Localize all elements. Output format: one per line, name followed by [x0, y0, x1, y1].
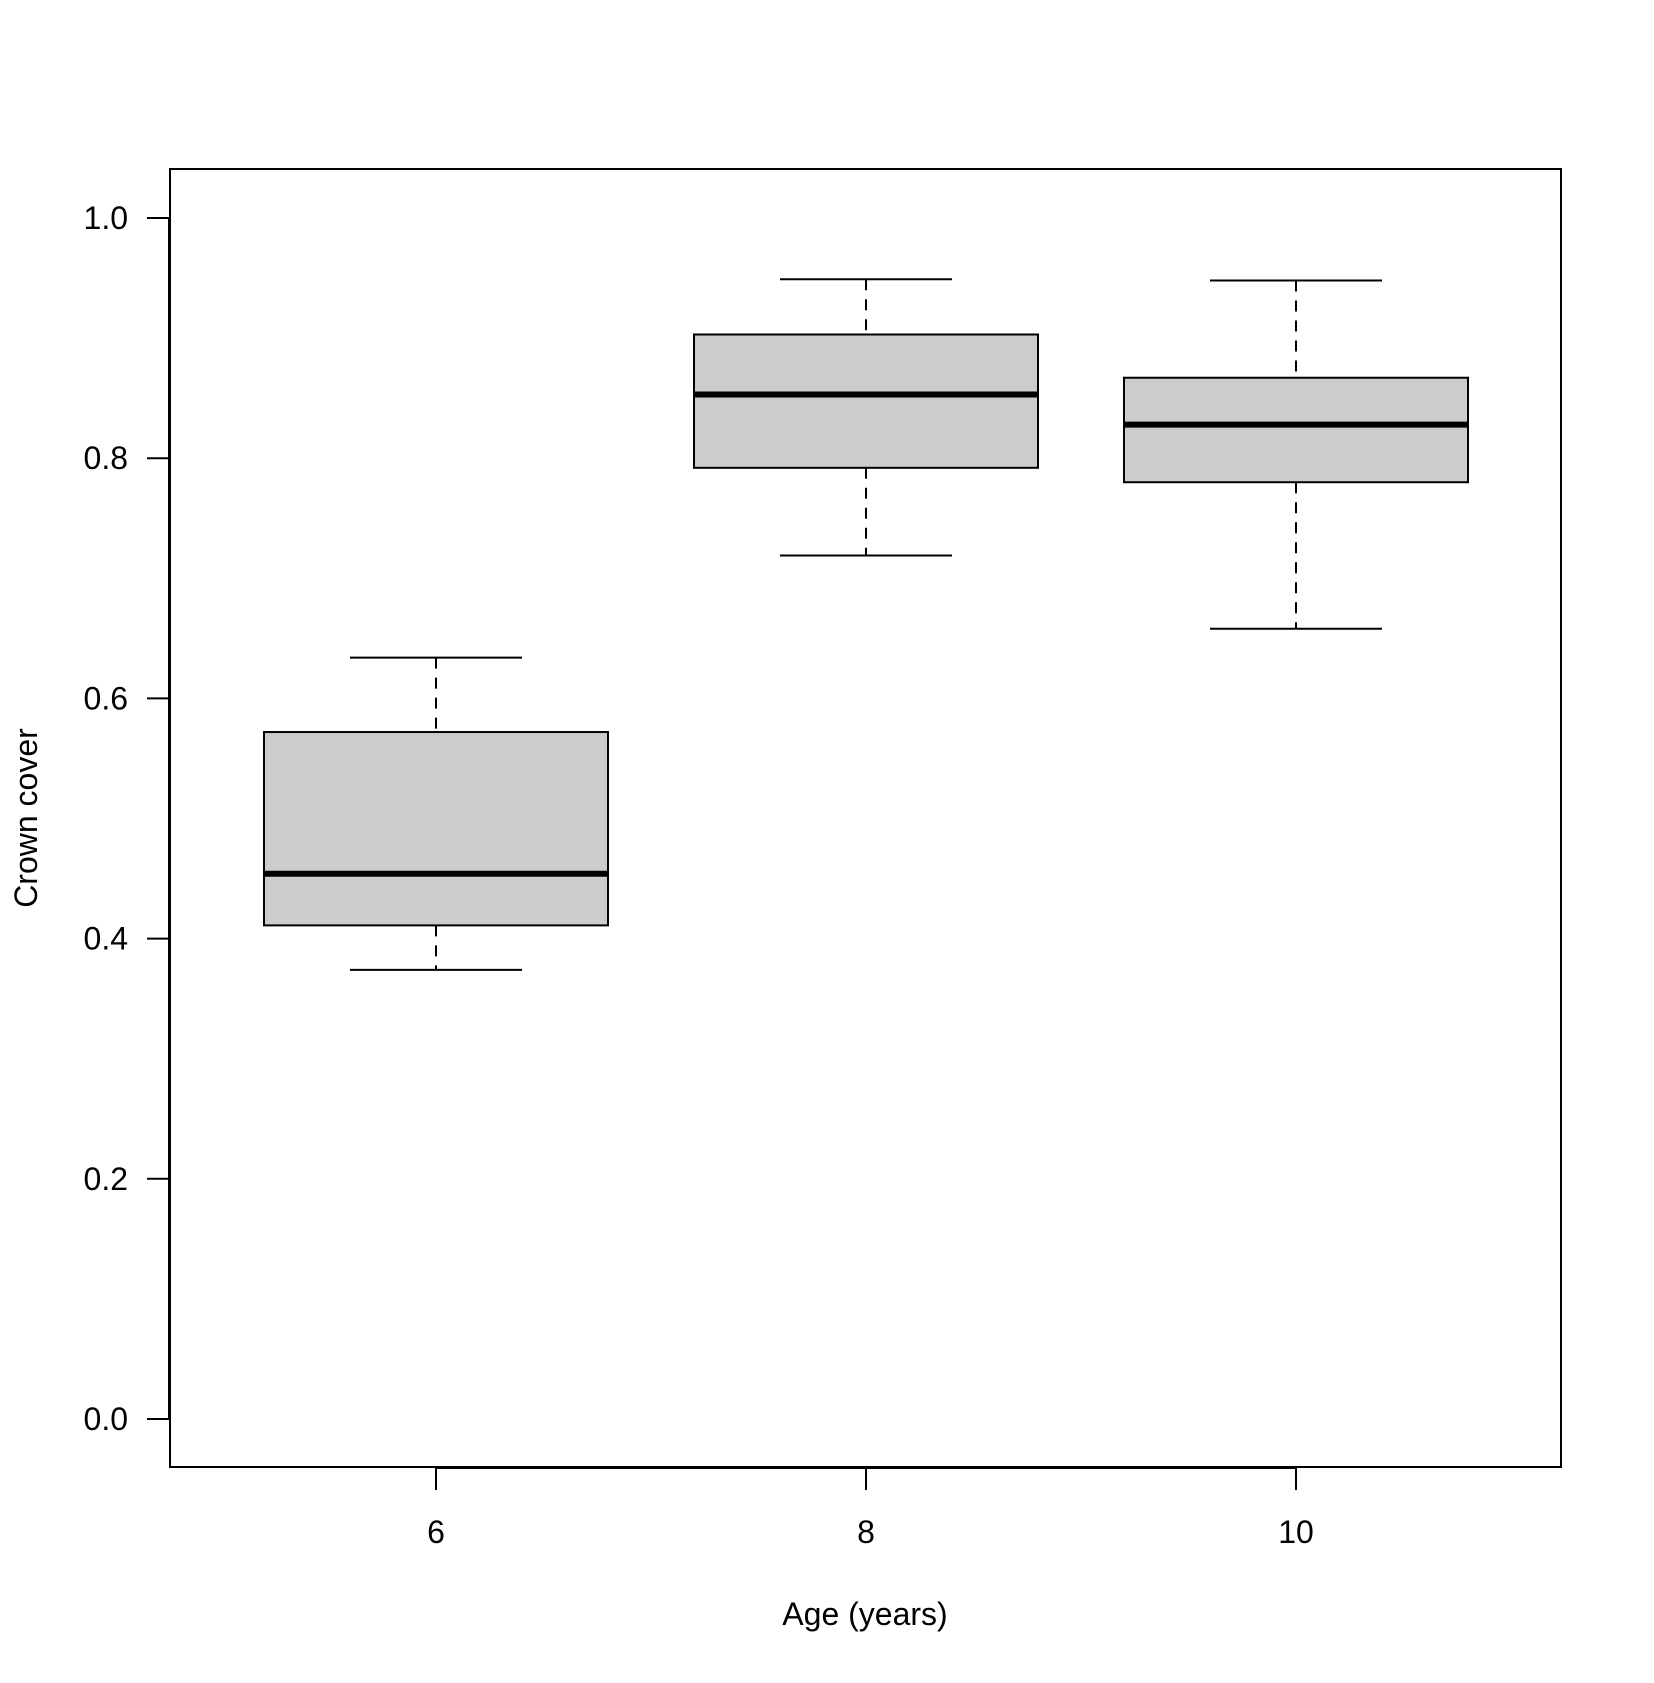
y-axis-title: Crown cover	[8, 728, 44, 908]
iqr-box	[693, 333, 1039, 469]
box-8	[693, 278, 1039, 557]
y-tick-label: 0.6	[84, 680, 128, 716]
x-axis: 6 8 10	[427, 1467, 1314, 1550]
y-axis: 0.0 0.2 0.4 0.6 0.8 1.0	[84, 200, 170, 1437]
y-tick-label: 0.4	[84, 921, 128, 957]
x-axis-title: Age (years)	[782, 1596, 947, 1632]
box-10	[1123, 279, 1469, 630]
x-tick-label: 6	[427, 1514, 445, 1550]
iqr-box	[1123, 376, 1469, 484]
y-tick-label: 0.2	[84, 1161, 128, 1197]
x-tick-label: 10	[1278, 1514, 1314, 1550]
y-tick-label: 0.0	[84, 1401, 128, 1437]
box-group	[263, 278, 1469, 971]
y-tick-label: 0.8	[84, 440, 128, 476]
y-tick-label: 1.0	[84, 200, 128, 236]
box-6	[263, 656, 609, 971]
x-tick-label: 8	[857, 1514, 875, 1550]
iqr-box	[263, 731, 609, 927]
